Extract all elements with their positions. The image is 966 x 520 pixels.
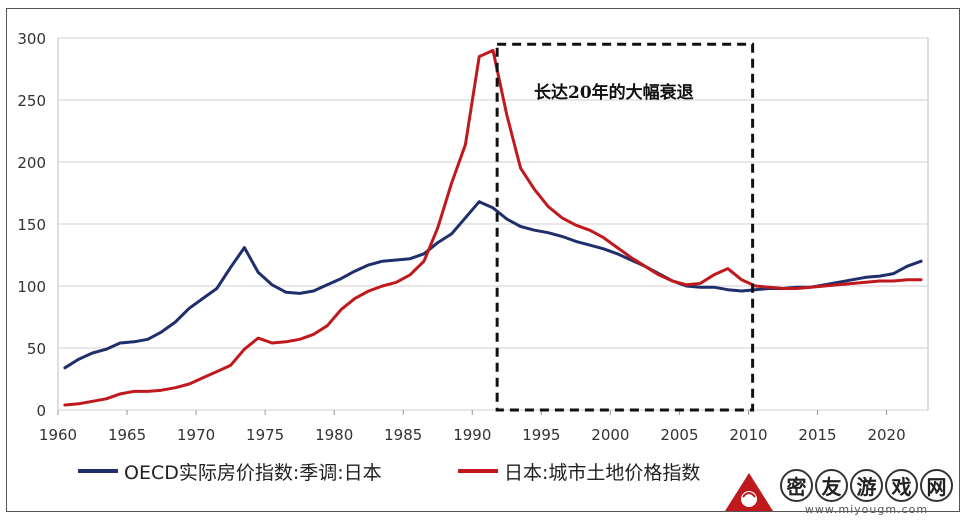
x-axis-tick-labels: 1960 1965 1970 1975 1980 1985 1990 1995 2000 2005… — [39, 426, 906, 444]
x-tick-label: 2010 — [729, 426, 767, 444]
y-tick-label: 200 — [17, 154, 46, 172]
watermark-text: 密友游戏网 www.miyougm.com — [779, 469, 954, 516]
watermark-logo-icon — [725, 472, 773, 511]
y-tick-label: 0 — [36, 402, 46, 420]
x-tick-label: 2000 — [591, 426, 629, 444]
watermark-url: www.miyougm.com — [804, 503, 929, 516]
y-tick-label: 300 — [17, 30, 46, 48]
legend-swatch-land — [458, 469, 498, 473]
annotation-dashed-box — [495, 42, 755, 412]
watermark-char: 戏 — [885, 469, 918, 502]
x-tick-label: 1970 — [177, 426, 215, 444]
watermark-char: 游 — [850, 469, 883, 502]
watermark-char: 网 — [920, 469, 953, 502]
series-line-0 — [63, 200, 923, 370]
legend-swatch-oecd — [78, 469, 118, 473]
watermark-char: 友 — [815, 469, 848, 502]
legend-label-land: 日本:城市土地价格指数 — [504, 461, 701, 484]
grid-lines — [57, 37, 929, 415]
watermark-char: 密 — [780, 469, 813, 502]
y-tick-label: 50 — [27, 340, 46, 358]
y-tick-label: 250 — [17, 92, 46, 110]
x-tick-label: 2020 — [867, 426, 905, 444]
x-tick-label: 2005 — [660, 426, 698, 444]
watermark: 密友游戏网 www.miyougm.com — [723, 469, 954, 516]
x-tick-label: 1980 — [315, 426, 353, 444]
legend-item-land: 日本:城市土地价格指数 — [458, 458, 758, 484]
x-tick-label: 1960 — [39, 426, 77, 444]
legend-item-oecd: OECD实际房价指数:季调:日本 — [78, 458, 382, 484]
series-lines — [63, 48, 923, 407]
watermark-chars: 密友游戏网 — [779, 469, 954, 502]
annotation-label: 长达20年的大幅衰退 — [534, 83, 694, 103]
legend-label-oecd: OECD实际房价指数:季调:日本 — [124, 461, 382, 484]
x-tick-label: 1985 — [384, 426, 422, 444]
recession-annotation-box — [495, 42, 755, 412]
series-line-1 — [63, 48, 923, 407]
x-tick-label: 1990 — [453, 426, 491, 444]
x-tick-label: 2015 — [798, 426, 836, 444]
x-tick-label: 1995 — [522, 426, 560, 444]
y-tick-label: 150 — [17, 216, 46, 234]
chart-frame — [6, 8, 960, 512]
y-tick-label: 100 — [17, 278, 46, 296]
y-axis-tick-labels: 0 50 100 150 200 250 300 — [17, 30, 46, 420]
x-tick-label: 1965 — [108, 426, 146, 444]
x-tick-label: 1975 — [246, 426, 284, 444]
